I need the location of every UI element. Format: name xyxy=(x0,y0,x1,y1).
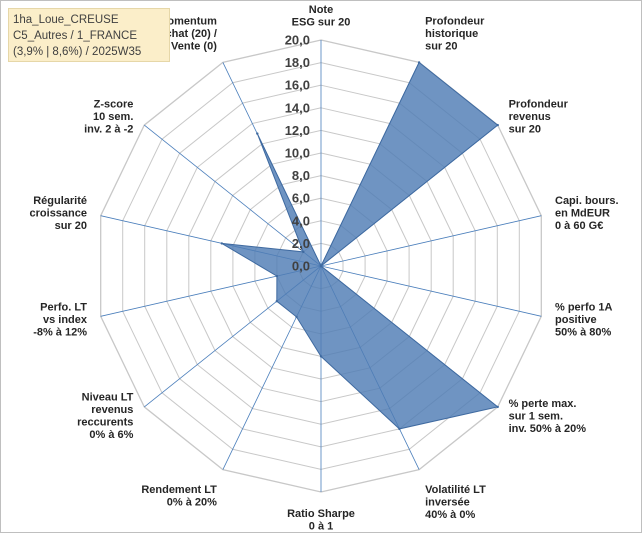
axis-label-line: sur 20 xyxy=(55,220,87,232)
series-layer xyxy=(220,61,499,431)
axis-label-line: Niveau LT xyxy=(82,392,134,404)
axis-label-line: 40% à 0% xyxy=(425,509,475,521)
data-point-8 xyxy=(295,315,298,319)
axis-label-line: 10 sem. xyxy=(93,111,133,123)
tick-label-9: 18,0 xyxy=(285,55,310,70)
axis-label-line: inversée xyxy=(425,497,470,509)
tick-label-8: 16,0 xyxy=(285,78,310,93)
axis-label-line: 50% à 80% xyxy=(555,327,611,339)
data-point-6 xyxy=(398,427,401,431)
axis-label-line: vs index xyxy=(43,314,88,326)
axis-label-line: Ratio Sharpe xyxy=(287,508,355,520)
data-point-2 xyxy=(496,123,499,127)
axis-label-line: sur 20 xyxy=(425,40,457,52)
axis-label-line: % perfo 1A xyxy=(555,302,613,314)
axis-label-line: Note xyxy=(309,4,333,16)
tick-label-5: 10,0 xyxy=(285,146,310,161)
axis-label-line: Perfo. LT xyxy=(40,302,87,314)
axis-label-line: sur 20 xyxy=(509,124,541,136)
info-line-2: C5_Autres / 1_FRANCE xyxy=(13,30,137,42)
tick-label-2: 4,0 xyxy=(292,213,310,228)
axis-label-line: historique xyxy=(425,28,478,40)
axis-label-line: ESG sur 20 xyxy=(292,17,351,29)
axis-spoke-12 xyxy=(144,124,322,267)
axis-label-line: revenus xyxy=(91,404,133,416)
axis-label-line: Momentum xyxy=(158,15,217,27)
tick-label-7: 14,0 xyxy=(285,100,310,115)
tick-label-6: 12,0 xyxy=(285,123,310,138)
axis-label-line: sur 1 sem. xyxy=(509,410,563,422)
axis-label-line: Profondeur xyxy=(509,99,569,111)
series-area-0 xyxy=(221,61,499,430)
info-line-1: 1ha_Loue_CREUSE xyxy=(13,14,119,26)
info-box: 1ha_Loue_CREUSE C5_Autres / 1_FRANCE (3,… xyxy=(8,8,170,62)
data-point-7 xyxy=(319,355,323,358)
axis-label-line: inv. 50% à 20% xyxy=(509,423,587,435)
axis-label-line: Z-score xyxy=(94,99,134,111)
axis-spoke-4 xyxy=(320,265,542,317)
axis-label-line: 0% à 20% xyxy=(167,497,217,509)
data-point-13 xyxy=(256,132,259,135)
axis-label-8: Rendement LT0% à 20% xyxy=(141,484,217,509)
axis-label-line: Achat (20) / xyxy=(158,28,217,40)
axis-label-line: inv. 2 à -2 xyxy=(84,124,133,136)
axis-label-line: 0% à 6% xyxy=(89,429,133,441)
axis-label-line: -8% à 12% xyxy=(33,327,87,339)
axis-label-line: revenus xyxy=(509,111,551,123)
axis-label-line: Vente (0) xyxy=(171,40,217,52)
axis-label-line: croissance xyxy=(30,207,87,219)
axis-label-line: en MdEUR xyxy=(555,207,610,219)
axis-label-line: Régularité xyxy=(33,195,87,207)
data-point-11 xyxy=(220,242,223,245)
tick-label-3: 6,0 xyxy=(292,191,310,206)
data-point-4 xyxy=(319,264,323,268)
data-point-10 xyxy=(275,274,279,278)
axis-label-line: Rendement LT xyxy=(141,484,217,496)
axis-label-line: Volatilité LT xyxy=(425,484,486,496)
tick-label-1: 2,0 xyxy=(292,236,310,251)
axis-label-line: 0 à 60 G€ xyxy=(555,220,603,232)
axis-label-line: positive xyxy=(555,314,597,326)
axis-label-line: 0 à 1 xyxy=(309,521,333,533)
axis-label-line: reccurents xyxy=(77,417,133,429)
axis-spoke-3 xyxy=(320,215,542,267)
tick-labels: 0,0 2,0 4,0 6,0 8,0 10,0 12,0 14,0 16,0 18,0 20,0 xyxy=(285,33,310,274)
tick-label-10: 20,0 xyxy=(285,33,310,48)
axis-label-line: Profondeur xyxy=(425,15,485,27)
tick-label-0: 0,0 xyxy=(292,259,310,274)
axis-label-5: % perte max.sur 1 sem.inv. 50% à 20% xyxy=(509,398,587,435)
data-point-9 xyxy=(275,300,278,303)
data-point-12 xyxy=(302,250,305,254)
data-point-1 xyxy=(417,61,421,64)
info-line-3: (3,9% | 8,6%) / 2025W35 xyxy=(13,46,142,58)
data-point-5 xyxy=(496,405,499,409)
axis-label-line: % perte max. xyxy=(509,398,577,410)
axis-label-line: Capi. bours. xyxy=(555,195,619,207)
tick-label-4: 8,0 xyxy=(292,168,310,183)
